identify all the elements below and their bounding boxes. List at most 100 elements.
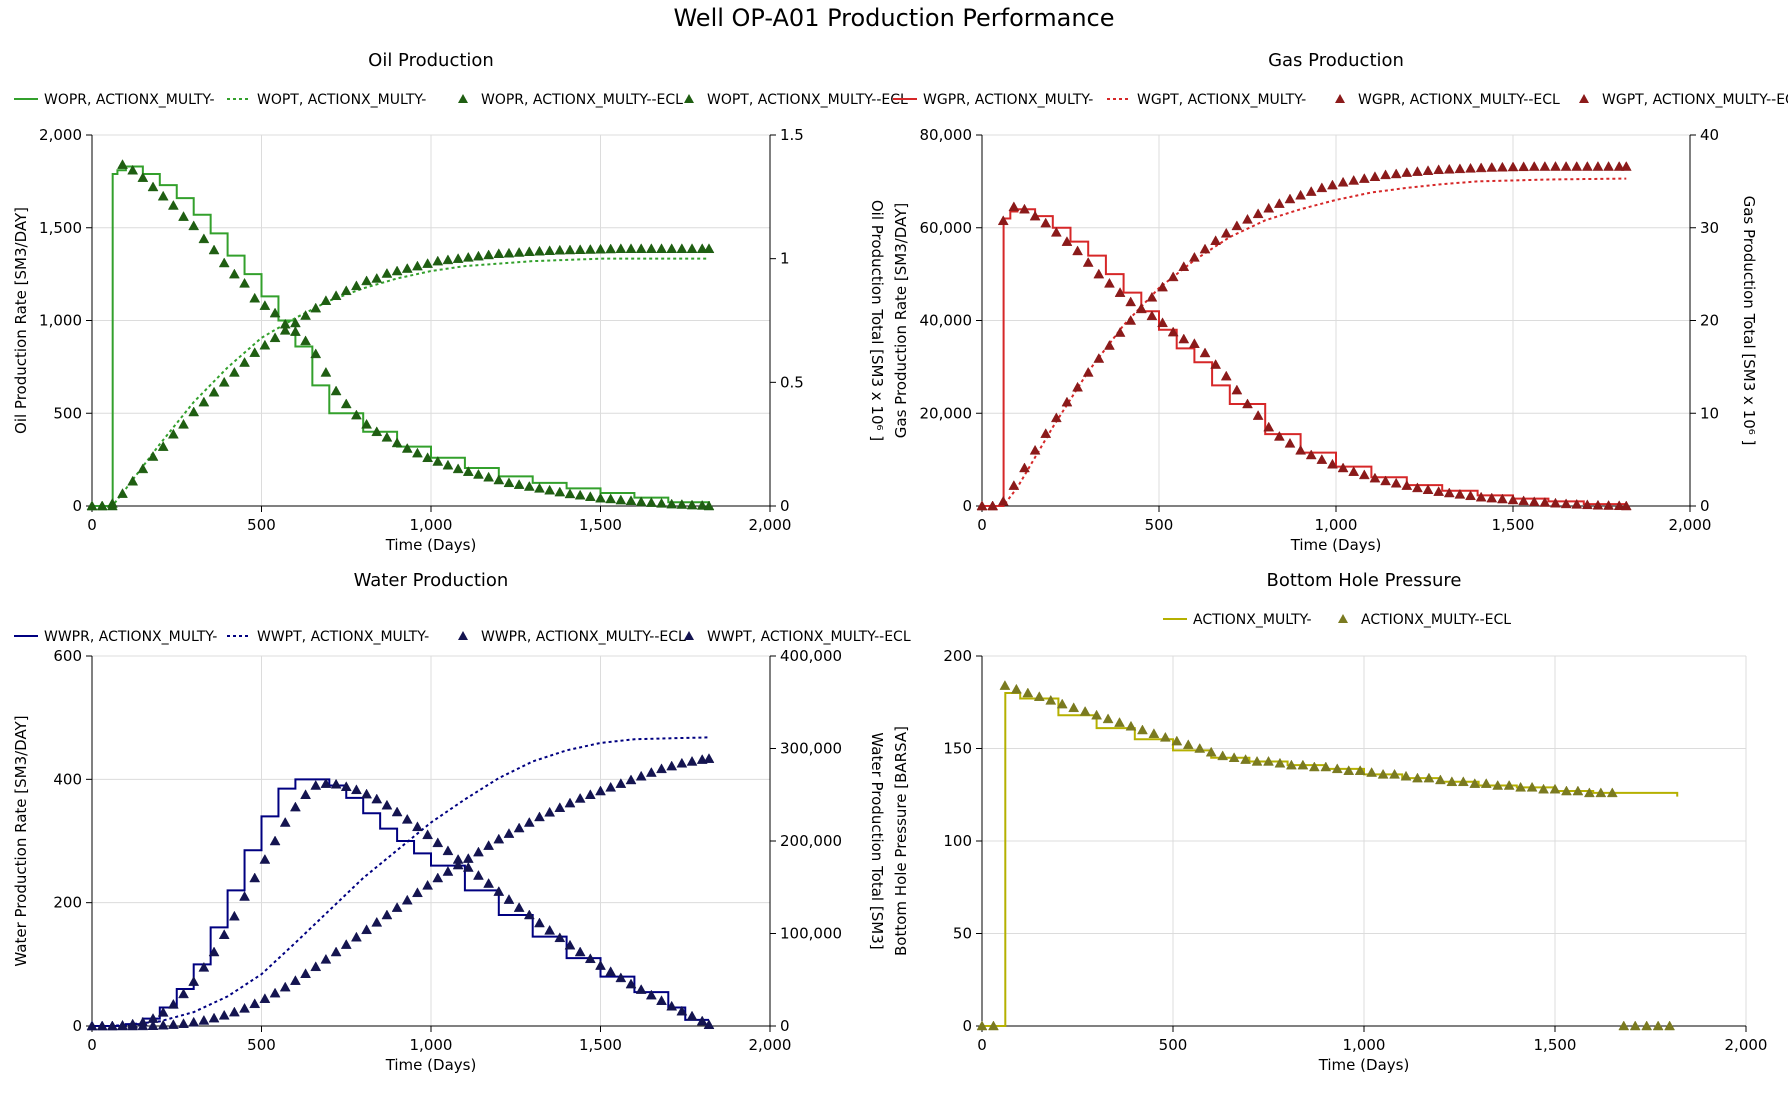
- data-point: [1167, 271, 1179, 282]
- data-point: [300, 968, 311, 978]
- data-point: [473, 250, 484, 261]
- x-tick-label: 500: [1159, 1036, 1188, 1054]
- data-point: [361, 275, 373, 286]
- data-point: [259, 993, 271, 1003]
- data-point: [584, 789, 596, 799]
- data-point: [117, 1020, 128, 1031]
- data-point: [1518, 495, 1530, 506]
- data-point: [1560, 161, 1572, 171]
- data-point: [269, 987, 281, 998]
- data-point: [564, 488, 576, 499]
- data-point: [1592, 499, 1604, 510]
- data-point: [676, 757, 688, 768]
- data-point: [1572, 785, 1584, 796]
- data-point: [1072, 245, 1084, 256]
- data-point: [1496, 161, 1508, 172]
- data-point: [645, 989, 657, 1000]
- data-point: [188, 976, 200, 986]
- data-point: [574, 792, 586, 803]
- data-point: [645, 767, 657, 777]
- data-point: [1550, 497, 1561, 508]
- data-point: [1273, 430, 1285, 441]
- data-point: [198, 233, 210, 244]
- data-point: [239, 357, 250, 367]
- data-point: [1641, 1020, 1653, 1031]
- x-axis-label: Time (Days): [1318, 1056, 1410, 1074]
- x-tick-label: 1,500: [579, 1036, 622, 1054]
- data-point: [350, 931, 362, 942]
- data-point: [523, 481, 535, 491]
- data-point: [1082, 366, 1094, 377]
- data-point: [1029, 444, 1041, 455]
- data-point: [564, 939, 576, 950]
- data-point: [391, 437, 403, 448]
- data-point: [289, 317, 301, 328]
- data-point: [1369, 171, 1381, 181]
- data-point: [350, 280, 362, 291]
- y-tick-label-right: 0: [1700, 497, 1710, 515]
- legend-swatch: [1338, 614, 1348, 623]
- y-tick-label-right: 40: [1700, 126, 1719, 144]
- data-point: [1411, 166, 1423, 176]
- y-tick-label-left: 1,000: [39, 312, 82, 330]
- legend-label: WOPR, ACTIONX_MULTY-: [44, 92, 215, 108]
- data-point: [554, 244, 566, 255]
- data-point: [137, 463, 149, 474]
- data-point: [1148, 728, 1160, 738]
- data-point: [976, 500, 988, 511]
- data-point: [1284, 437, 1296, 448]
- data-point: [310, 348, 322, 359]
- data-point: [1337, 176, 1349, 187]
- data-point: [493, 833, 505, 844]
- data-point: [1252, 410, 1264, 420]
- data-point: [595, 785, 606, 796]
- data-point: [1157, 317, 1168, 328]
- data-point: [371, 426, 383, 437]
- data-point: [1146, 291, 1158, 302]
- data-point: [1220, 370, 1232, 381]
- data-point: [127, 475, 139, 486]
- data-point: [188, 406, 200, 417]
- x-tick-label: 1,000: [1343, 1036, 1386, 1054]
- data-point: [625, 495, 637, 506]
- data-point: [1061, 396, 1073, 407]
- data-point: [371, 916, 383, 927]
- data-point: [703, 243, 715, 254]
- data-point: [1010, 683, 1022, 694]
- data-point: [1539, 161, 1551, 171]
- data-point: [1205, 746, 1217, 757]
- data-point: [595, 492, 606, 503]
- data-point: [1082, 257, 1094, 267]
- y-axis-label-left: Water Production Rate [SM3/DAY]: [12, 715, 30, 966]
- data-point: [289, 801, 301, 812]
- data-point: [198, 961, 210, 972]
- data-point: [228, 366, 240, 377]
- data-point: [1146, 310, 1158, 321]
- data-point: [167, 428, 179, 439]
- data-point: [534, 482, 545, 493]
- data-point: [259, 339, 271, 350]
- data-point: [442, 254, 454, 265]
- y-tick-label-left: 500: [53, 404, 82, 422]
- data-point: [218, 257, 230, 268]
- data-point: [1528, 161, 1540, 171]
- data-point: [523, 246, 535, 256]
- data-point: [371, 272, 383, 283]
- data-point: [1157, 281, 1168, 292]
- x-tick-label: 500: [247, 1036, 276, 1054]
- data-point: [422, 879, 434, 890]
- data-point: [1040, 217, 1052, 228]
- data-point: [167, 199, 179, 210]
- data-point: [656, 763, 667, 774]
- data-point: [1019, 462, 1030, 473]
- data-point: [208, 386, 220, 397]
- data-point: [208, 244, 220, 255]
- data-point: [493, 474, 505, 485]
- y-tick-label-left: 200: [943, 647, 972, 665]
- legend-label: WGPT, ACTIONX_MULTY-: [1137, 92, 1306, 108]
- data-point: [391, 806, 403, 817]
- data-point: [1178, 333, 1190, 344]
- legend-swatch: [1579, 94, 1589, 103]
- data-point: [127, 1020, 139, 1031]
